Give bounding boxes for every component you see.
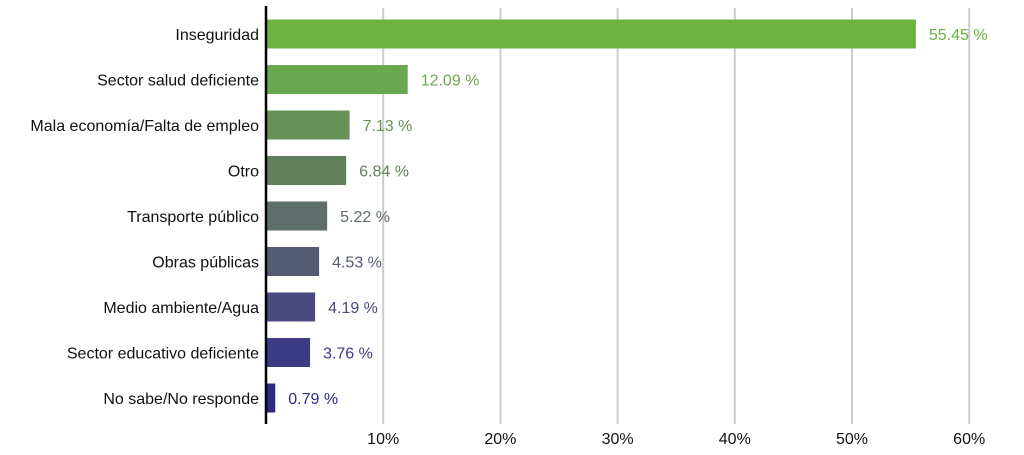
x-tick-label: 40% bbox=[719, 431, 751, 448]
bars bbox=[266, 19, 916, 413]
value-label: 5.22 % bbox=[340, 209, 390, 226]
x-tick-label: 50% bbox=[836, 431, 868, 448]
x-tick-label: 20% bbox=[484, 431, 516, 448]
category-label: No sabe/No responde bbox=[103, 391, 259, 408]
category-label: Otro bbox=[228, 164, 259, 181]
value-label: 6.84 % bbox=[359, 164, 409, 181]
value-label: 0.79 % bbox=[288, 391, 338, 408]
x-tick-label: 10% bbox=[367, 431, 399, 448]
labels: 10% 20% 30% 40% 50% 60% Inseguridad 55.45 % Sect… bbox=[30, 27, 987, 448]
bar bbox=[266, 19, 916, 49]
bar bbox=[266, 201, 328, 231]
category-label: Transporte público bbox=[127, 209, 259, 226]
value-label: 4.53 % bbox=[332, 255, 382, 272]
category-label: Sector salud deficiente bbox=[97, 73, 259, 90]
value-label: 7.13 % bbox=[363, 118, 413, 135]
category-label: Inseguridad bbox=[175, 27, 259, 44]
x-tick-label: 30% bbox=[602, 431, 634, 448]
category-label: Mala economía/Falta de empleo bbox=[30, 118, 259, 135]
value-label: 3.76 % bbox=[323, 346, 373, 363]
bar bbox=[266, 292, 316, 322]
bar bbox=[266, 247, 320, 276]
value-label: 55.45 % bbox=[929, 27, 988, 44]
x-tick-label: 60% bbox=[953, 431, 985, 448]
bar bbox=[266, 383, 276, 413]
bar bbox=[266, 110, 350, 140]
bar bbox=[266, 65, 408, 94]
category-label: Sector educativo deficiente bbox=[67, 346, 259, 363]
grid-lines bbox=[382, 8, 971, 424]
category-label: Medio ambiente/Agua bbox=[103, 300, 259, 317]
category-label: Obras públicas bbox=[152, 255, 259, 272]
value-label: 4.19 % bbox=[328, 300, 378, 317]
bar bbox=[266, 338, 311, 367]
value-label: 12.09 % bbox=[421, 73, 480, 90]
bar bbox=[266, 156, 347, 185]
